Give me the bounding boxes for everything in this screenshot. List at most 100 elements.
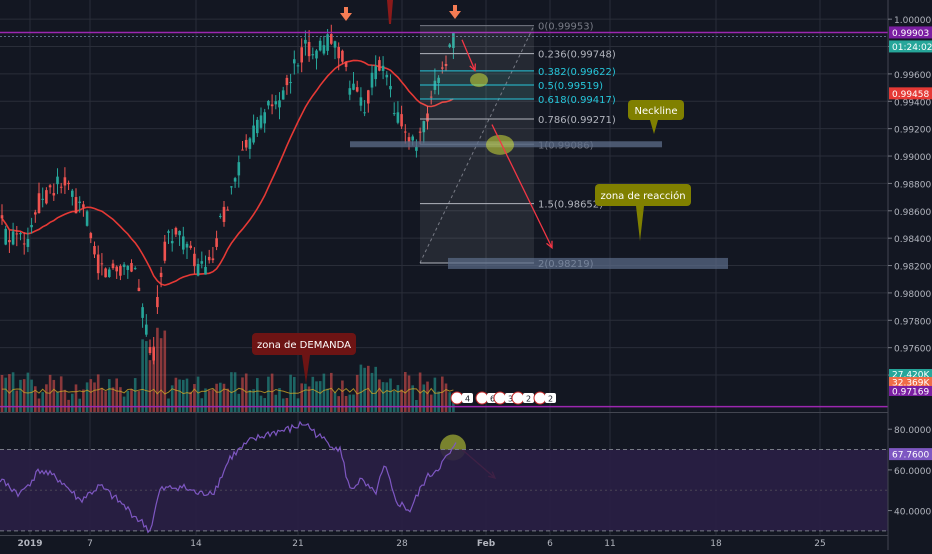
price-tick-label: 0.97600	[894, 345, 931, 355]
callout-box	[252, 333, 356, 355]
callout-pointer	[636, 206, 644, 241]
rsi-line	[0, 420, 457, 534]
candle-body	[322, 45, 326, 54]
volume-bar	[418, 372, 422, 412]
volume-bar	[222, 383, 226, 412]
candle-body	[429, 96, 433, 98]
price-tick-label: 0.97800	[894, 317, 931, 327]
candle-body	[41, 198, 44, 200]
volume-bar	[389, 378, 392, 412]
candle-body	[244, 139, 248, 148]
price-tag-bg	[889, 377, 932, 387]
volume-bar	[0, 375, 4, 412]
candle-body	[22, 243, 26, 245]
price-tick-label: 0.98200	[894, 263, 931, 273]
candle-body	[355, 87, 359, 92]
volume-bar	[437, 391, 440, 412]
volume-bar	[392, 390, 396, 412]
candle-body	[219, 215, 222, 217]
ma-value-tag: 0.99458	[889, 87, 932, 100]
volume-bar	[41, 392, 44, 412]
volume-bar	[104, 391, 107, 412]
volume-bar	[429, 394, 433, 412]
candle-body	[300, 47, 303, 63]
volume-bar	[215, 383, 218, 412]
fib-level-label: 1.5(0.98652)	[538, 200, 603, 211]
price-tag-bg	[889, 26, 932, 39]
arrow-head	[546, 240, 553, 250]
candle-body	[207, 256, 211, 261]
candle-body	[189, 245, 192, 248]
volume-bar	[304, 383, 307, 412]
fib-level-label: 0.786(0.99271)	[538, 115, 616, 126]
volume-bar	[370, 372, 374, 412]
candle-body	[285, 77, 289, 86]
top-marker-right	[449, 5, 461, 19]
candle-body	[78, 201, 81, 203]
time-tick-label: 25	[814, 539, 825, 549]
price-tick-label: 0.99000	[894, 153, 931, 163]
candle-body	[163, 241, 167, 261]
candle-body	[392, 113, 396, 115]
volume-bar	[163, 330, 167, 412]
volume-tag-1: 27.420K	[889, 369, 932, 381]
price-tag-text: 0.97169	[892, 388, 929, 398]
price-tag-text: 01:24:02	[892, 43, 932, 53]
volume-bar	[148, 360, 152, 412]
price-tick-label: 0.99400	[894, 98, 931, 108]
event-count: 2	[548, 395, 553, 404]
volume-bar	[444, 383, 448, 412]
price-tick-label: 0.98000	[894, 290, 931, 300]
candle-body	[185, 243, 189, 248]
volume-bar	[341, 380, 344, 412]
volume-bar	[19, 379, 22, 412]
volume-bar	[178, 379, 181, 412]
candle-body	[385, 74, 389, 78]
candle-body	[341, 50, 344, 62]
volume-bar	[233, 372, 237, 412]
volume-bar	[337, 396, 340, 412]
arrow-shaft	[491, 124, 553, 249]
volume-bar	[182, 379, 185, 412]
price-tick-label: 1.00000	[894, 16, 931, 26]
callout-box	[595, 184, 691, 206]
volume-bar	[115, 378, 118, 412]
volume-bar	[193, 384, 196, 412]
time-tick-label: 21	[292, 539, 303, 549]
volume-bar	[4, 377, 7, 412]
volume-bar	[185, 378, 189, 412]
candle-body	[159, 272, 163, 278]
candle-body	[34, 212, 37, 215]
event-flag-icon	[493, 391, 507, 405]
volume-bar	[274, 394, 278, 412]
volume-bar	[333, 392, 337, 412]
volume-bar	[89, 379, 93, 412]
rsi-tick-label: 80.0000	[894, 426, 931, 436]
candle-body	[108, 269, 111, 277]
candle-body	[37, 193, 41, 214]
volume-bar	[119, 387, 122, 412]
candle-body	[426, 113, 429, 122]
candle-body	[374, 66, 377, 80]
candle-body	[278, 100, 281, 108]
candle-body	[82, 204, 85, 208]
volume-panel	[0, 327, 455, 412]
volume-bar	[407, 375, 411, 412]
arrow-shaft	[461, 39, 476, 71]
candle-body	[167, 231, 170, 233]
reaction-zone-rect	[448, 257, 728, 269]
volume-bar	[322, 373, 326, 412]
countdown-tag: 01:24:02	[889, 40, 932, 53]
price-scale: 1.000000.998000.996000.994000.992000.990…	[887, 0, 931, 550]
volume-bar	[396, 385, 400, 412]
volume-bar	[300, 383, 303, 412]
candle-body	[59, 186, 63, 188]
price-tag-bg	[889, 40, 932, 53]
callout-text: Neckline	[635, 106, 678, 117]
candle-body	[444, 64, 448, 66]
volume-bar	[96, 374, 100, 412]
volume-bar	[315, 381, 318, 412]
event-count-bg	[523, 393, 534, 403]
